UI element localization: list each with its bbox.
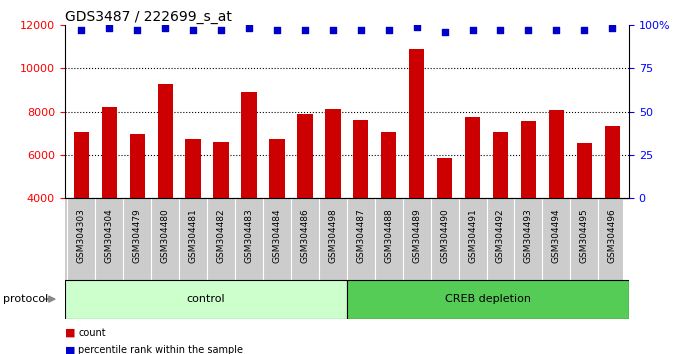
Bar	[549, 110, 564, 285]
Point	[76, 27, 87, 33]
Bar	[158, 84, 173, 285]
Point	[439, 29, 450, 35]
Text: GSM304487: GSM304487	[356, 208, 365, 263]
Text: GSM304484: GSM304484	[273, 208, 282, 263]
Bar	[605, 126, 620, 285]
Bar	[347, 280, 629, 319]
Bar	[437, 158, 452, 285]
Bar	[297, 114, 313, 285]
Point	[216, 27, 226, 33]
Text: GSM304479: GSM304479	[133, 208, 141, 263]
Bar	[325, 109, 341, 285]
Text: count: count	[78, 328, 106, 338]
Bar	[577, 143, 592, 285]
Text: GSM304494: GSM304494	[552, 208, 561, 263]
Bar	[130, 134, 145, 285]
Text: protocol: protocol	[3, 294, 49, 304]
Text: ■: ■	[65, 328, 75, 338]
Point	[243, 25, 254, 31]
Point	[411, 24, 422, 29]
Point	[356, 27, 367, 33]
Bar	[186, 139, 201, 285]
Text: GSM304496: GSM304496	[608, 208, 617, 263]
Text: percentile rank within the sample: percentile rank within the sample	[78, 346, 243, 354]
Point	[523, 27, 534, 33]
Text: GSM304491: GSM304491	[468, 208, 477, 263]
Bar	[241, 92, 256, 285]
Text: GDS3487 / 222699_s_at: GDS3487 / 222699_s_at	[65, 10, 231, 24]
Point	[495, 27, 506, 33]
Text: GSM304495: GSM304495	[580, 208, 589, 263]
Text: GSM304483: GSM304483	[245, 208, 254, 263]
Point	[607, 25, 617, 31]
Point	[579, 27, 590, 33]
Text: control: control	[186, 294, 225, 304]
Text: GSM304493: GSM304493	[524, 208, 533, 263]
Bar	[493, 132, 508, 285]
Point	[467, 27, 478, 33]
Bar	[73, 132, 89, 285]
Text: GSM304486: GSM304486	[301, 208, 309, 263]
Bar	[269, 139, 285, 285]
Bar	[353, 120, 369, 285]
Bar	[214, 142, 228, 285]
Bar	[465, 117, 480, 285]
Text: GSM304481: GSM304481	[188, 208, 198, 263]
Point	[551, 27, 562, 33]
Bar	[409, 48, 424, 285]
Point	[132, 27, 143, 33]
Point	[327, 27, 338, 33]
Point	[271, 27, 282, 33]
Point	[384, 27, 394, 33]
Text: CREB depletion: CREB depletion	[445, 294, 531, 304]
Bar	[101, 107, 117, 285]
Text: GSM304498: GSM304498	[328, 208, 337, 263]
Point	[299, 27, 310, 33]
Point	[160, 25, 171, 31]
Bar	[65, 280, 347, 319]
Text: GSM304488: GSM304488	[384, 208, 393, 263]
Text: GSM304480: GSM304480	[160, 208, 170, 263]
Bar	[521, 121, 536, 285]
Text: GSM304482: GSM304482	[216, 208, 226, 263]
Text: GSM304490: GSM304490	[440, 208, 449, 263]
Text: ■: ■	[65, 346, 75, 354]
Text: GSM304303: GSM304303	[77, 208, 86, 263]
Point	[188, 27, 199, 33]
Text: GSM304304: GSM304304	[105, 208, 114, 263]
Text: GSM304492: GSM304492	[496, 208, 505, 263]
Text: GSM304489: GSM304489	[412, 208, 421, 263]
Point	[104, 25, 115, 31]
Bar	[381, 132, 396, 285]
